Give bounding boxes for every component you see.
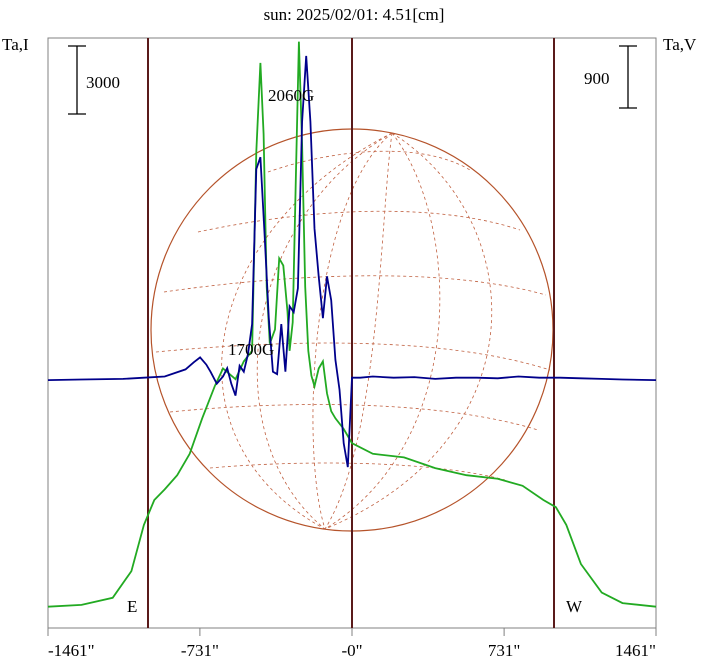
solar-grid [155,132,551,530]
meridian-line [324,132,441,530]
meridian-line [256,132,393,530]
x-axis-ticks: -1461" -731" -0" 731" 1461" [47,628,657,660]
meridian-line [324,132,393,530]
x-tick-label: -731" [181,641,219,660]
chart-title: sun: 2025/02/01: 4.51[cm] [264,5,445,24]
latitude-line [197,210,521,233]
latitude-line [163,275,547,296]
scale-bar-right-label: 900 [584,69,610,88]
meridian-line [221,132,393,530]
scale-bar-left-label: 3000 [86,73,120,92]
x-tick-label: -0" [341,641,362,660]
latitude-line [209,462,506,481]
x-tick-label: 1461" [615,641,656,660]
y-left-label: Ta,I [2,35,29,54]
latitude-line [155,342,551,371]
y-right-label: Ta,V [663,35,697,54]
latitude-line [169,404,539,431]
scale-bar-right [619,45,637,109]
meridian-line [324,132,492,530]
scale-bar-left [68,45,86,115]
series-stokes-v-line [47,55,657,468]
latitude-line [267,150,471,173]
series-stokes-i-line [47,41,657,608]
x-tick-label: -1461" [48,641,95,660]
annotation-2060g: 2060G [268,86,314,105]
meridian-line [312,132,393,530]
limb-marker-east: E [127,597,137,616]
annotation-1700g: 1700G [228,340,274,359]
limb-marker-west: W [566,597,583,616]
x-tick-label: 731" [488,641,520,660]
